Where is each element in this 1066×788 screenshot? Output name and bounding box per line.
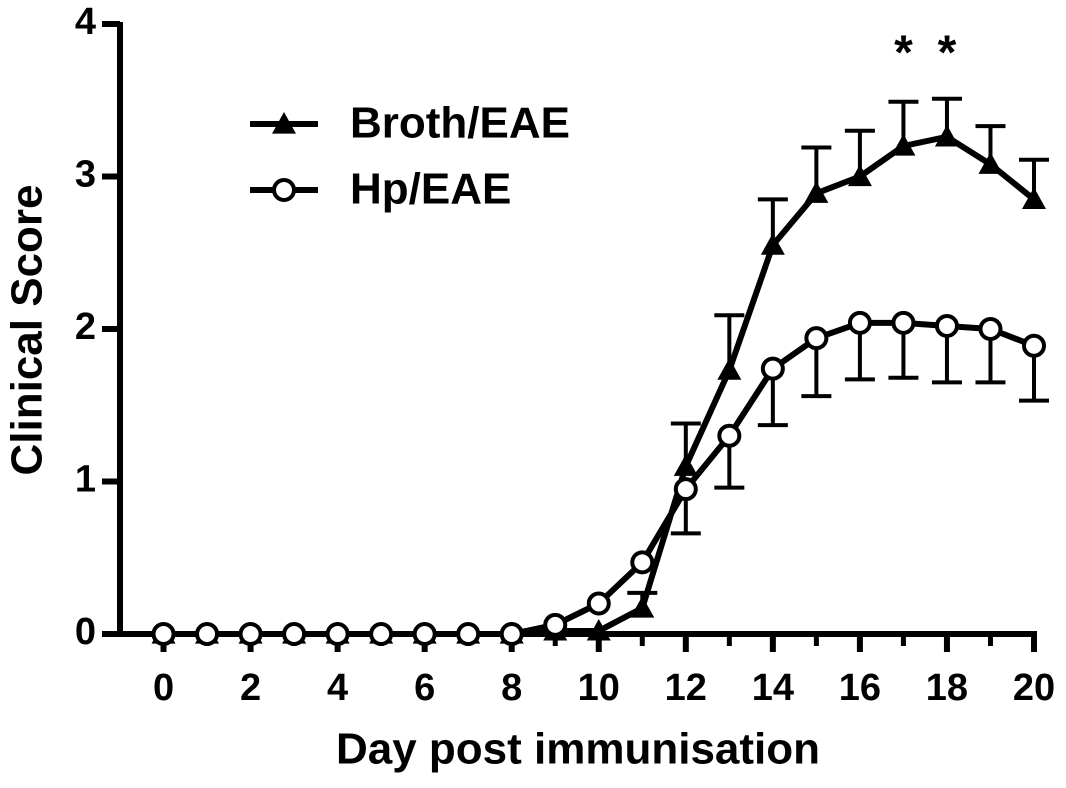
legend-label: Hp/EAE <box>350 165 511 214</box>
marker <box>195 622 220 646</box>
marker <box>151 622 176 646</box>
x-tick-label: 4 <box>327 667 348 709</box>
marker <box>412 622 437 646</box>
marker <box>586 591 611 616</box>
marker <box>456 622 481 646</box>
marker <box>847 164 872 187</box>
y-axis-label: Clinical Score <box>3 184 52 475</box>
marker <box>978 152 1003 174</box>
marker <box>673 477 698 502</box>
marker <box>891 310 916 335</box>
marker <box>238 622 263 646</box>
x-tick-label: 18 <box>926 667 968 709</box>
y-tick-label: 4 <box>75 1 96 43</box>
marker <box>1022 187 1046 209</box>
marker <box>760 356 785 381</box>
x-axis-label: Day post immunisation <box>336 725 820 774</box>
marker <box>804 181 829 203</box>
marker <box>804 326 829 351</box>
marker <box>760 233 785 255</box>
marker <box>673 454 698 476</box>
annotation: * <box>938 27 957 80</box>
x-tick-label: 0 <box>153 667 174 709</box>
legend-marker <box>272 178 296 202</box>
x-tick-label: 16 <box>839 667 881 709</box>
x-tick-label: 2 <box>240 667 261 709</box>
marker <box>630 550 655 575</box>
marker <box>1022 333 1046 358</box>
marker <box>630 596 655 618</box>
series-line <box>163 133 1036 637</box>
annotation: * <box>894 27 913 80</box>
marker <box>934 313 959 338</box>
x-tick-label: 8 <box>501 667 522 709</box>
marker <box>543 612 568 637</box>
marker <box>717 358 742 380</box>
x-tick-label: 6 <box>414 667 435 709</box>
marker <box>717 423 742 448</box>
marker <box>282 622 307 646</box>
y-tick-label: 0 <box>75 611 96 653</box>
y-tick-label: 2 <box>75 306 96 348</box>
marker <box>369 622 394 646</box>
x-tick-label: 20 <box>1013 667 1055 709</box>
marker <box>325 622 350 646</box>
marker <box>891 134 916 156</box>
x-tick-label: 14 <box>752 667 794 709</box>
marker <box>934 124 959 147</box>
y-tick-label: 1 <box>75 459 96 501</box>
marker <box>847 310 872 335</box>
legend-marker <box>272 112 296 134</box>
x-tick-label: 10 <box>578 667 620 709</box>
y-tick-label: 3 <box>75 154 96 196</box>
marker <box>586 618 611 641</box>
x-tick-label: 12 <box>665 667 707 709</box>
legend-label: Broth/EAE <box>350 99 570 148</box>
marker <box>499 622 524 646</box>
marker <box>978 317 1003 341</box>
